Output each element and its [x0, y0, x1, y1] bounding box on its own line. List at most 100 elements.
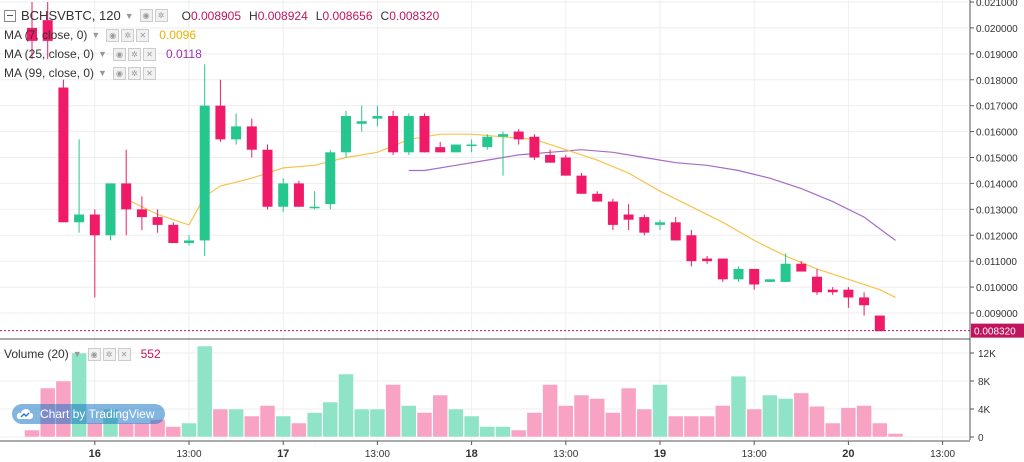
volume-bar — [840, 407, 857, 438]
close-icon[interactable]: ✕ — [117, 347, 131, 361]
volume-bar — [71, 352, 87, 438]
gear-icon[interactable]: ✲ — [127, 66, 141, 80]
candle-body — [27, 27, 37, 41]
candle-body — [435, 147, 446, 153]
volume-bar — [589, 398, 605, 438]
tradingview-watermark[interactable]: Chart by TradingView — [12, 404, 165, 424]
ma99-controls[interactable]: ◉ ✲ ✕ — [112, 66, 156, 80]
volume-bar — [181, 422, 197, 438]
ma25-legend[interactable]: MA (25, close, 0) ▼ ◉ ✲ ✕ 0.0118 — [4, 47, 202, 61]
collapse-icon[interactable] — [4, 9, 16, 22]
series-controls[interactable]: ◉ ✲ — [139, 9, 168, 22]
close-icon[interactable]: ✕ — [136, 28, 150, 42]
volume-label: Volume (20) — [4, 347, 69, 361]
volume-bar — [322, 401, 339, 438]
volume-tick-label: 0 — [978, 433, 984, 444]
eye-icon[interactable]: ◉ — [112, 47, 126, 61]
last-price-label: 0.008320 — [974, 327, 1016, 338]
ma7-controls[interactable]: ◉ ✲ ✕ — [106, 28, 150, 42]
candle-body — [105, 183, 116, 236]
candle-body — [607, 201, 618, 225]
chevron-down-icon[interactable]: ▼ — [91, 30, 101, 40]
eye-icon[interactable]: ◉ — [106, 28, 120, 42]
chevron-down-icon[interactable]: ▼ — [98, 68, 107, 78]
close-label: C — [380, 8, 390, 23]
volume-bar — [573, 394, 590, 438]
gear-icon[interactable]: ✲ — [102, 347, 116, 361]
candle-body — [498, 134, 508, 137]
gear-icon[interactable]: ✲ — [154, 9, 168, 22]
candle-body — [749, 268, 760, 285]
volume-bar — [448, 408, 464, 438]
volume-bar — [715, 405, 731, 438]
volume-bar — [353, 408, 370, 438]
candle-body — [827, 289, 838, 293]
price-tick-label: 0.018000 — [976, 76, 1018, 87]
eye-icon[interactable]: ◉ — [139, 9, 153, 22]
volume-bar — [558, 405, 574, 438]
chevron-down-icon[interactable]: ▼ — [124, 10, 134, 21]
candle-body — [199, 105, 210, 241]
time-tick-label: 13:00 — [553, 449, 578, 460]
price-tick-label: 0.015000 — [976, 154, 1018, 165]
ma25-value: 0.0118 — [165, 47, 202, 61]
time-tick-label: 20 — [842, 448, 854, 460]
volume-bar — [401, 405, 417, 438]
eye-icon[interactable]: ◉ — [87, 347, 101, 361]
volume-bar — [479, 426, 496, 438]
symbol-legend[interactable]: BCHSVBTC, 120 ▼ ◉ ✲ O 0.008905 H 0.008924 L… — [4, 8, 439, 23]
volume-bar — [259, 405, 276, 438]
candle-body — [733, 268, 744, 280]
ma25-controls[interactable]: ◉ ✲ ✕ — [112, 47, 156, 61]
volume-bar — [809, 405, 825, 438]
chevron-down-icon[interactable]: ▼ — [72, 349, 82, 359]
eye-icon[interactable]: ◉ — [112, 66, 126, 80]
time-tick-label: 13:00 — [176, 449, 201, 460]
volume-bars — [24, 345, 904, 438]
volume-bar — [291, 422, 307, 438]
candle-body — [278, 183, 289, 207]
volume-bar — [730, 375, 747, 438]
volume-bar — [746, 408, 762, 438]
ma25-label: MA (25, close, 0) — [4, 47, 95, 61]
candle-body — [796, 263, 807, 272]
open-value: 0.008905 — [190, 8, 242, 23]
cloud-icon — [16, 407, 34, 421]
volume-bar — [212, 408, 229, 438]
candle-body — [812, 276, 822, 293]
candle-body — [341, 116, 351, 153]
candle-body — [466, 144, 477, 147]
volume-bar — [667, 415, 684, 438]
candle-body — [215, 105, 226, 140]
volume-bar — [87, 422, 103, 438]
ma99-legend[interactable]: MA (99, close, 0) ▼ ◉ ✲ ✕ — [4, 66, 162, 80]
volume-bar — [777, 398, 794, 438]
candle-body — [58, 87, 69, 223]
candle-body — [152, 217, 163, 225]
candle-body — [639, 217, 650, 233]
gear-icon[interactable]: ✲ — [127, 47, 141, 61]
volume-bar — [495, 426, 511, 438]
volume-controls[interactable]: ◉ ✲ ✕ — [87, 347, 131, 361]
volume-bar — [887, 433, 904, 438]
close-icon[interactable]: ✕ — [142, 66, 156, 80]
volume-value: 552 — [140, 347, 161, 361]
candle-body — [309, 206, 320, 209]
candle-body — [450, 144, 461, 153]
volume-legend[interactable]: Volume (20) ▼ ◉ ✲ ✕ 552 — [4, 347, 161, 361]
candle-body — [231, 126, 242, 140]
volume-tick-label: 4K — [978, 405, 991, 416]
volume-bar — [385, 384, 401, 438]
ma7-legend[interactable]: MA (7, close, 0) ▼ ◉ ✲ ✕ 0.0096 — [4, 28, 196, 42]
close-icon[interactable]: ✕ — [142, 47, 156, 61]
volume-bar — [510, 429, 527, 438]
volume-bar — [526, 412, 543, 438]
gear-icon[interactable]: ✲ — [121, 28, 135, 42]
volume-bar — [856, 405, 872, 438]
candle-body — [686, 235, 697, 262]
ma7-label: MA (7, close, 0) — [4, 28, 88, 42]
candle-body — [388, 116, 399, 153]
chevron-down-icon[interactable]: ▼ — [98, 49, 107, 59]
ma7-line — [125, 133, 896, 298]
